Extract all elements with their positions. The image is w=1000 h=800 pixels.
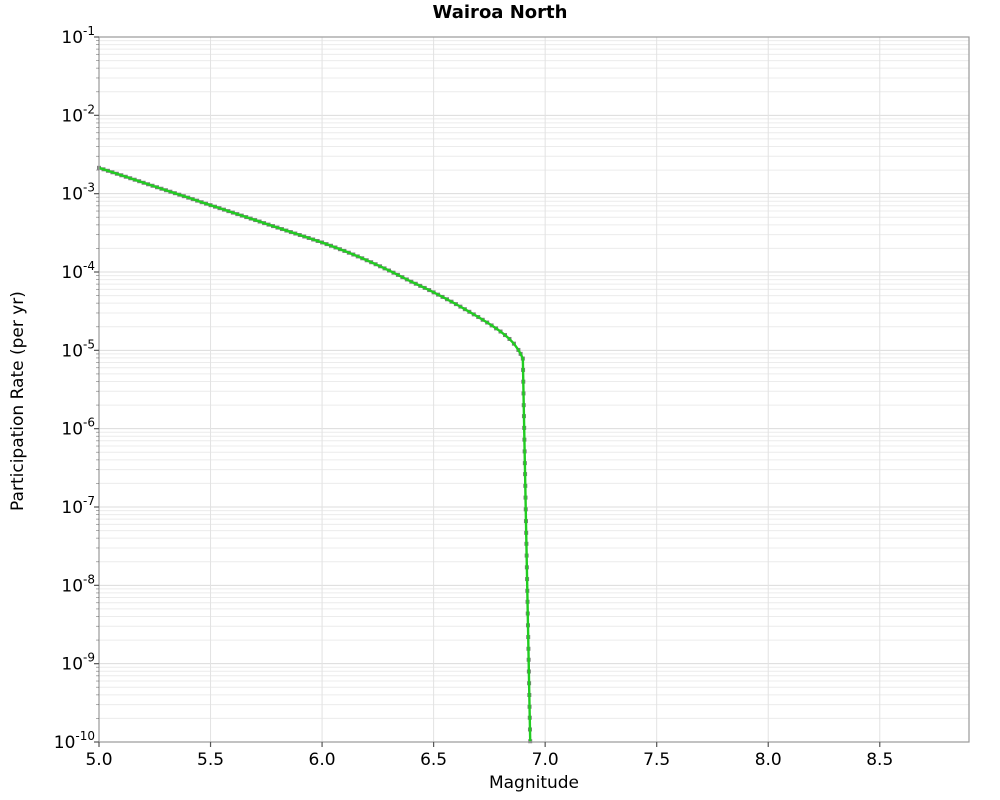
x-tick-label: 6.0 [309, 750, 336, 770]
y-tick-label: 10-6 [61, 416, 95, 440]
y-tick-label: 10-4 [61, 259, 95, 283]
y-tick-label: 10-8 [61, 572, 95, 596]
y-axis-ticks [94, 36, 99, 743]
x-axis-tick-labels: 5.0 5.5 6.0 6.5 7.0 7.5 8.0 8.5 [85, 750, 893, 770]
x-tick-label: 5.5 [197, 750, 224, 770]
series-markers [97, 165, 533, 744]
x-axis-ticks [98, 742, 881, 747]
y-tick-label: 10-3 [61, 181, 95, 205]
x-tick-label: 7.5 [643, 750, 670, 770]
gridlines [99, 37, 969, 742]
x-tick-label: 8.0 [755, 750, 782, 770]
x-tick-label: 6.5 [420, 750, 447, 770]
series-line [98, 166, 532, 742]
y-tick-label: 10-1 [61, 24, 95, 48]
y-tick-label: 10-5 [61, 337, 95, 361]
y-tick-label: 10-9 [61, 651, 95, 675]
chart-title: Wairoa North [432, 2, 568, 23]
x-tick-label: 5.0 [85, 750, 112, 770]
x-tick-label: 8.5 [866, 750, 893, 770]
y-axis-tick-labels: 10-1 10-2 10-3 10-4 10-5 10-6 10-7 10-8 10-9 10-1… [54, 24, 95, 753]
y-tick-label: 10-7 [61, 494, 95, 518]
y-tick-label: 10-10 [54, 729, 95, 753]
x-axis-label: Magnitude [488, 773, 580, 793]
x-tick-label: 7.0 [532, 750, 559, 770]
plot-border [98, 36, 970, 743]
y-tick-label: 10-2 [61, 102, 95, 126]
